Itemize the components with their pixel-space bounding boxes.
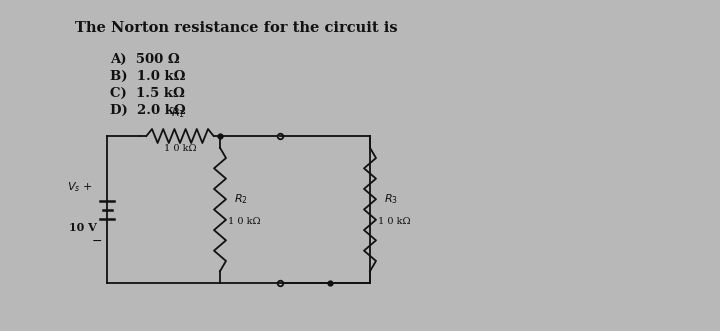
Text: B)  1.0 kΩ: B) 1.0 kΩ: [110, 70, 186, 83]
Text: $R_1$: $R_1$: [171, 106, 185, 120]
Text: 1 0 kΩ: 1 0 kΩ: [163, 144, 197, 153]
Text: C)  1.5 kΩ: C) 1.5 kΩ: [110, 87, 185, 100]
Text: 1 0 kΩ: 1 0 kΩ: [228, 217, 261, 226]
Text: 1 0 kΩ: 1 0 kΩ: [378, 217, 410, 226]
Text: D)  2.0 kΩ: D) 2.0 kΩ: [110, 104, 186, 117]
Text: The Norton resistance for the circuit is: The Norton resistance for the circuit is: [75, 21, 397, 35]
Text: $V_s$ +: $V_s$ +: [67, 181, 93, 194]
Text: 10 V: 10 V: [69, 222, 96, 233]
Text: A)  500 Ω: A) 500 Ω: [110, 53, 180, 66]
Text: $R_3$: $R_3$: [384, 193, 398, 207]
Text: $R_2$: $R_2$: [234, 193, 248, 207]
Text: −: −: [91, 235, 102, 248]
